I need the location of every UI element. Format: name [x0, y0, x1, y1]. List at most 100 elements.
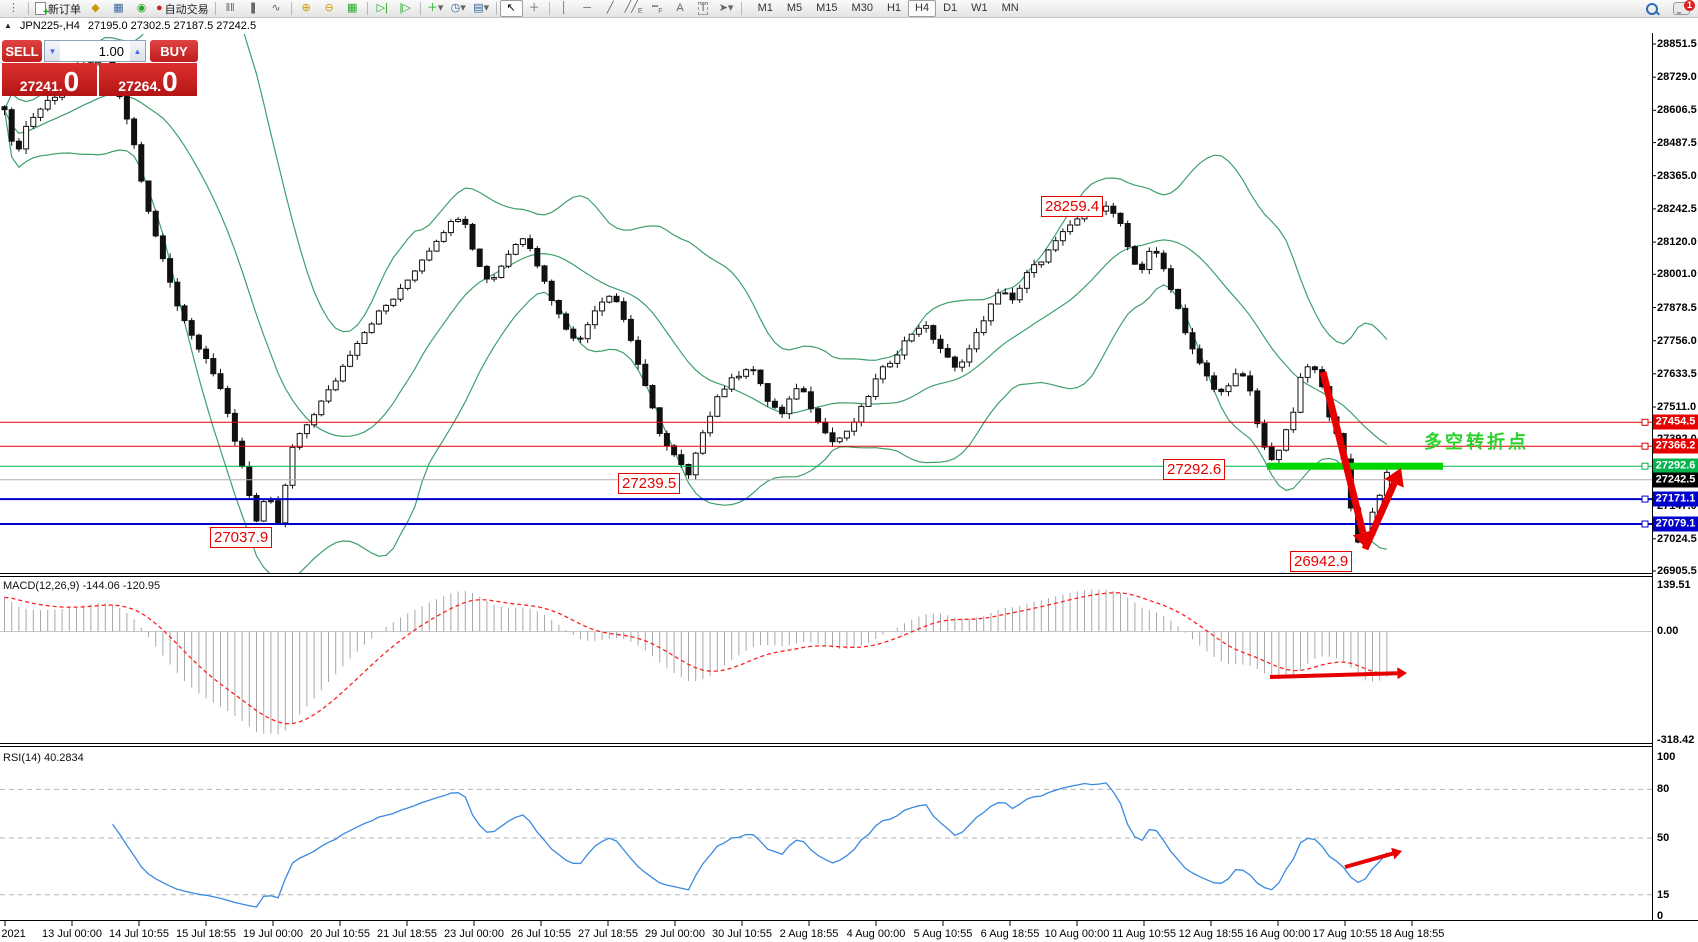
periods-clock-icon[interactable]: ◷ ▾: [450, 2, 466, 14]
turning-point-annotation[interactable]: 多空转折点: [1424, 432, 1529, 452]
new-order-button[interactable]: 新订单: [32, 0, 84, 18]
price-axis-label: 27633.5: [1657, 367, 1697, 380]
time-axis-label: 21 Jul 18:55: [377, 928, 437, 940]
timeframe-button-m1[interactable]: M1: [757, 2, 773, 14]
volume-value[interactable]: 1.00: [98, 44, 124, 59]
sell-price: 27241.: [19, 78, 63, 94]
chat-icon[interactable]: 1: [1673, 0, 1695, 15]
toolbar-separator: [28, 2, 29, 15]
price-tag: 27454.5: [1653, 414, 1698, 430]
fibonacci-tool-icon[interactable]: ┅F: [651, 0, 663, 16]
auto-trading-icon: ●: [156, 2, 163, 14]
chart-ohlc-values: 27195.0 27302.5 27187.5 27242.5: [87, 19, 257, 32]
price-axis-label: 28365.0: [1657, 169, 1697, 182]
timeframe-button-h1[interactable]: H1: [886, 2, 902, 14]
time-axis-label: 11 Aug 10:55: [1111, 928, 1177, 940]
macd-axis-label: -318.42: [1657, 734, 1695, 746]
price-callout[interactable]: 27292.6: [1163, 459, 1226, 480]
chart-shift-icon[interactable]: ▷|: [376, 2, 388, 14]
timeframe-button-d1[interactable]: D1: [943, 2, 958, 14]
time-axis-label: Jul 2021: [0, 928, 26, 940]
time-axis-label: 27 Jul 18:55: [578, 928, 638, 940]
rsi-axis-label: 80: [1657, 783, 1670, 795]
buy-price-tile[interactable]: 27264. 0: [99, 63, 197, 96]
macd-rsi-separator[interactable]: [0, 743, 1652, 747]
price-axis-label: 27511.0: [1657, 401, 1697, 413]
price-axis-label: 26905.5: [1657, 565, 1697, 577]
text-label-tool-icon[interactable]: T: [697, 2, 709, 15]
macd-axis-label: 0.00: [1657, 625, 1679, 637]
time-axis-label: 19 Jul 00:00: [243, 928, 303, 940]
volume-decrease-button[interactable]: ▼: [45, 41, 60, 61]
time-axis-label: 13 Jul 00:00: [42, 928, 102, 940]
search-icon[interactable]: [1646, 3, 1658, 15]
timeframe-button-w1[interactable]: W1: [971, 2, 988, 14]
price-tag: 27171.1: [1653, 491, 1698, 507]
rsi-axis-label: 15: [1657, 889, 1670, 901]
signal-icon[interactable]: ◉: [136, 2, 147, 14]
chart-window-icon[interactable]: ▦: [113, 2, 124, 14]
price-axis-label: 27756.0: [1657, 334, 1697, 347]
price-axis-label: 28729.0: [1657, 71, 1697, 84]
timeframe-button-m15[interactable]: M15: [816, 2, 838, 14]
macd-axis-label: 139.51: [1657, 579, 1691, 591]
buy-button[interactable]: BUY: [150, 40, 198, 62]
trendline-tool-icon[interactable]: ╱: [606, 2, 614, 14]
tile-windows-icon[interactable]: ▦: [346, 2, 358, 14]
cursor-tool-icon[interactable]: ↖: [499, 0, 523, 17]
time-axis-label: 30 Jul 10:55: [712, 928, 772, 940]
candlestick-chart-icon[interactable]: ❚: [248, 2, 258, 14]
buy-price-big-digit: 0: [162, 65, 178, 97]
time-axis-label: 20 Jul 10:55: [310, 928, 370, 940]
sell-price-tile[interactable]: 27241. 0: [2, 63, 97, 96]
rsi-axis-label: 0: [1657, 910, 1664, 922]
price-axis-label: 28242.5: [1657, 202, 1697, 215]
zoom-out-icon[interactable]: ⊖: [324, 2, 334, 14]
auto-trading-label: 自动交易: [164, 3, 209, 16]
equidistant-channel-tool-icon[interactable]: ╱╱E: [624, 0, 643, 16]
price-axis-label: 28606.5: [1657, 104, 1697, 117]
price-axis-label: 27024.5: [1657, 532, 1697, 545]
chart-symbol-icon: ▲: [4, 21, 12, 30]
timeframe-button-m30[interactable]: M30: [851, 2, 873, 14]
bar-chart-icon[interactable]: ‖‖: [225, 2, 235, 14]
time-axis-label: 4 Aug 00:00: [846, 928, 906, 940]
indicators-add-icon[interactable]: ＋ ▾: [426, 2, 444, 14]
market-watch-icon[interactable]: ◆: [91, 2, 100, 14]
timeframe-button-m5[interactable]: M5: [786, 2, 803, 14]
sell-button[interactable]: SELL: [2, 40, 42, 62]
price-callout[interactable]: 27239.5: [618, 473, 681, 494]
volume-increase-button[interactable]: ▲: [130, 41, 145, 61]
text-tool-icon[interactable]: A: [676, 2, 684, 14]
price-tag: 27242.5: [1653, 472, 1698, 488]
time-axis-border: [0, 920, 1698, 921]
price-tag: 27366.2: [1653, 438, 1698, 454]
chart-symbol-period: JPN225-,H4: [19, 19, 80, 32]
volume-stepper[interactable]: ▼ 1.00 ▲: [44, 40, 146, 62]
timeframe-button-mn[interactable]: MN: [1001, 2, 1019, 14]
line-chart-icon[interactable]: ∿: [271, 2, 281, 14]
horizontal-line-tool-icon[interactable]: ─: [583, 2, 592, 14]
price-callout[interactable]: 26942.9: [1290, 551, 1353, 572]
rsi-axis-label: 50: [1657, 832, 1670, 844]
price-callout[interactable]: 27037.9: [210, 527, 273, 548]
auto-trading-button[interactable]: ● 自动交易: [153, 0, 212, 17]
new-order-icon: [35, 2, 49, 18]
price-axis-label: 28120.0: [1657, 236, 1697, 249]
vertical-line-tool-icon[interactable]: │: [560, 2, 568, 14]
main-macd-separator[interactable]: [0, 573, 1652, 577]
templates-icon[interactable]: ▤ ▾: [473, 2, 490, 14]
time-axis-label: 15 Jul 18:55: [176, 928, 236, 940]
arrows-tool-icon[interactable]: ➤ ▾: [718, 2, 734, 14]
zoom-in-icon[interactable]: ⊕: [301, 2, 311, 14]
price-axis-label: 28001.0: [1657, 268, 1697, 281]
crosshair-tool-icon[interactable]: ＋: [528, 2, 540, 14]
price-axis-label: 28851.5: [1657, 38, 1697, 50]
timeframe-toolbar: M1 M5 M15 M30 H1 H4 D1 W1 MN: [751, 0, 1026, 17]
time-axis-label: 12 Aug 18:55: [1178, 928, 1244, 940]
new-order-label: 新订单: [48, 3, 81, 16]
price-callout[interactable]: 28259.4: [1041, 196, 1104, 217]
auto-scroll-icon[interactable]: |▷: [399, 2, 411, 14]
timeframe-button-h4[interactable]: H4: [908, 0, 937, 17]
